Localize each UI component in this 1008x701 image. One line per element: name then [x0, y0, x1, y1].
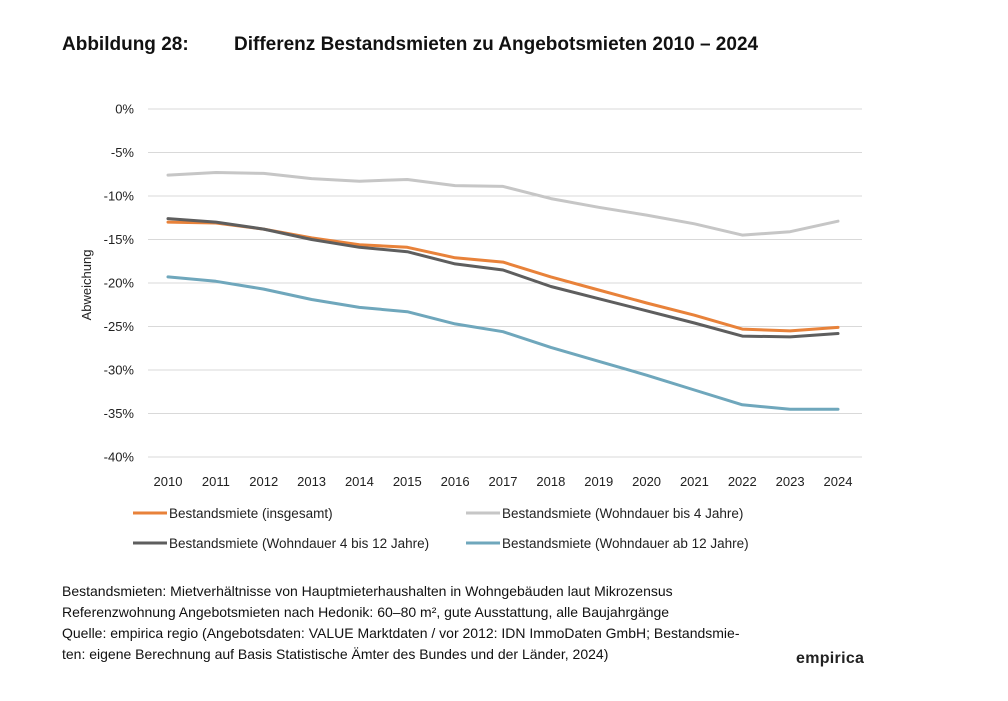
series-line-4 — [166, 275, 840, 411]
y-tick-label: -40% — [104, 450, 135, 465]
legend-label: Bestandsmiete (Wohndauer bis 4 Jahre) — [502, 506, 743, 521]
gridlines — [148, 108, 862, 458]
figure-title: Abbildung 28: Differenz Bestandsmieten zu… — [62, 34, 758, 56]
x-tick-label: 2019 — [584, 474, 613, 489]
x-tick-label: 2023 — [776, 474, 805, 489]
series-line-3 — [166, 217, 840, 339]
x-axis-ticks: 2010 2011 2012 2013 2014 2015 2016 2017 2018 2019… — [154, 474, 853, 489]
y-tick-label: -15% — [104, 232, 135, 247]
x-tick-label: 2011 — [202, 474, 230, 489]
y-tick-label: -25% — [104, 319, 135, 334]
figure-title-text: Differenz Bestandsmieten zu Angebotsmiet… — [234, 34, 759, 55]
y-axis-ticks: 0% -5% -10% -15% -20% -25% -30% -35% -40% — [104, 102, 135, 465]
y-tick-label: -30% — [104, 363, 135, 378]
footnotes: Bestandsmieten: Mietverhältnisse von Hau… — [62, 581, 740, 665]
x-tick-label: 2016 — [441, 474, 470, 489]
x-tick-label: 2017 — [489, 474, 518, 489]
x-tick-label: 2015 — [393, 474, 422, 489]
y-tick-label: 0% — [115, 102, 134, 117]
y-tick-label: -10% — [104, 189, 135, 204]
x-tick-label: 2022 — [728, 474, 757, 489]
legend-label: Bestandsmiete (Wohndauer ab 12 Jahre) — [502, 536, 749, 551]
x-tick-label: 2020 — [632, 474, 661, 489]
legend: Bestandsmiete (insgesamt) Bestandsmiete (… — [133, 506, 749, 551]
note-line: ten: eigene Berechnung auf Basis Statist… — [62, 646, 609, 662]
x-tick-label: 2010 — [154, 474, 183, 489]
y-tick-label: -5% — [111, 145, 135, 160]
x-tick-label: 2013 — [297, 474, 326, 489]
brand-logo-text: empirica — [796, 650, 865, 667]
note-line: Bestandsmieten: Mietverhältnisse von Hau… — [62, 583, 673, 599]
note-line: Quelle: empirica regio (Angebotsdaten: V… — [62, 625, 740, 641]
x-tick-label: 2014 — [345, 474, 374, 489]
legend-label: Bestandsmiete (insgesamt) — [169, 506, 333, 521]
series-lines — [166, 171, 840, 411]
y-axis-label: Abweichung — [79, 250, 94, 321]
y-tick-label: -35% — [104, 406, 135, 421]
x-tick-label: 2018 — [536, 474, 565, 489]
note-line: Referenzwohnung Angebotsmieten nach Hedo… — [62, 604, 670, 620]
legend-label: Bestandsmiete (Wohndauer 4 bis 12 Jahre) — [169, 536, 429, 551]
y-tick-label: -20% — [104, 276, 135, 291]
figure-number: Abbildung 28: — [62, 34, 189, 55]
line-chart: 0%-5%-10%-15%-20%-25%-30%-35%-40% 2010 20… — [79, 102, 862, 551]
x-tick-label: 2012 — [249, 474, 278, 489]
x-tick-label: 2024 — [824, 474, 853, 489]
series-line-2 — [166, 171, 840, 237]
series-line-1 — [166, 220, 840, 333]
x-tick-label: 2021 — [680, 474, 709, 489]
